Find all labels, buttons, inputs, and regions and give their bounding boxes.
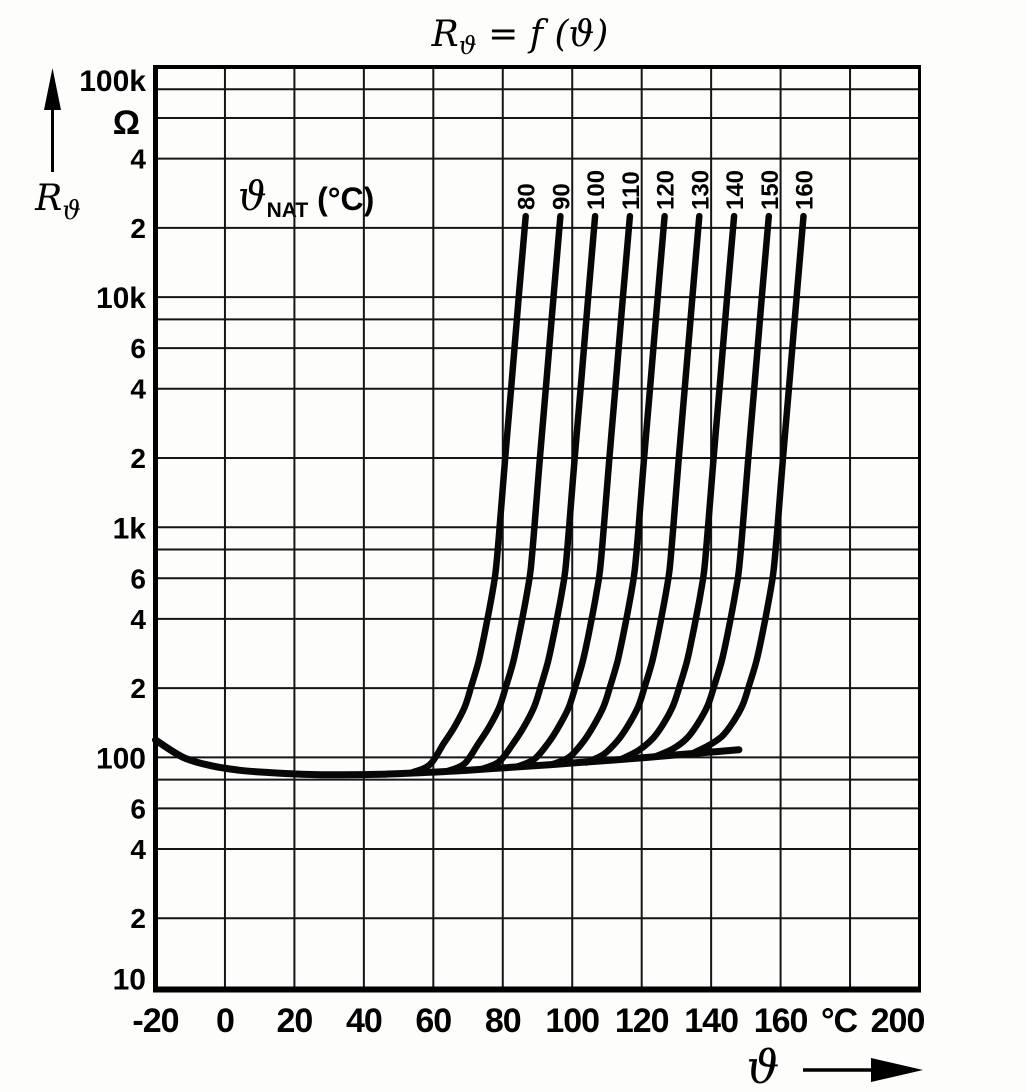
plot-border [153,65,921,993]
y-tick-label: 2 [130,673,146,704]
y-tick-label: 4 [130,834,146,865]
ptc-curve-110 [513,212,634,771]
x-tick-label: 140 [684,1002,738,1040]
ptc-curve-90 [443,212,564,775]
ptc-curve-140 [617,212,738,763]
y-axis-unit-label: Ω [113,104,140,142]
curve-label-140: 140 [722,170,749,210]
curve-label-150: 150 [757,170,784,210]
y-tick-label: 1k [113,512,147,545]
x-tick-label: -20 [132,1002,178,1040]
resistance-curves [152,212,807,779]
curve-family-parameter-label: ϑNAT (°C) [238,174,374,222]
plot-grid [155,67,920,991]
x-tick-label: 120 [615,1002,669,1040]
x-axis-tick-labels: -20 0 20 40 60 80 100 120 140 160 °C 200 [132,1002,925,1040]
ptc-curve-80 [409,212,529,776]
ptc-curve-160 [687,212,807,758]
y-tick-label: 2 [130,903,146,934]
curve-label-130: 130 [687,170,714,210]
y-tick-label: 4 [130,144,146,175]
curve-label-100: 100 [583,170,610,210]
x-tick-label: 20 [276,1002,312,1040]
x-tick-label: 160 [754,1002,808,1040]
y-axis-arrow-icon [44,68,61,172]
x-tick-label: 100 [545,1002,599,1040]
ptc-curve-150 [652,212,773,760]
ptc-curve-130 [582,212,703,766]
y-tick-label: 4 [130,604,146,635]
curve-nat-labels: 80 90 100 110 120 130 140 150 160 [514,170,819,210]
ptc-curve-100 [478,212,599,773]
y-tick-label: 2 [130,213,146,244]
y-tick-label: 6 [130,563,146,594]
ptc-curve-120 [548,212,668,768]
y-tick-label: 10 [113,964,146,997]
y-axis-tick-labels: 100k 4 2 10k 6 4 2 1k 6 4 2 100 6 4 2 10 [79,65,146,997]
curve-label-90: 90 [548,183,575,210]
y-tick-label: 100 [96,742,146,775]
x-tick-label: °C [821,1002,858,1040]
y-axis-quantity-label: Rϑ [34,178,81,226]
curve-label-80: 80 [514,183,541,210]
base-curve [152,736,743,779]
curve-label-160: 160 [792,170,819,210]
y-tick-label: 2 [130,443,146,474]
x-tick-label: 40 [346,1002,382,1040]
curve-label-120: 120 [653,170,680,210]
y-tick-label: 6 [130,793,146,824]
y-tick-label: 10k [96,282,146,315]
y-tick-label: 100k [79,65,146,98]
chart-title: Rϑ = f (ϑ) [431,14,609,60]
y-tick-label: 4 [130,374,146,405]
x-tick-label: 200 [871,1002,925,1040]
y-tick-label: 6 [130,333,146,364]
x-axis-arrow-icon [803,1058,923,1082]
curve-label-110: 110 [618,171,645,210]
x-axis-quantity-label: ϑ [747,1040,780,1092]
x-tick-label: 0 [216,1002,234,1040]
x-tick-label: 60 [415,1002,451,1040]
x-tick-label: 80 [485,1002,521,1040]
